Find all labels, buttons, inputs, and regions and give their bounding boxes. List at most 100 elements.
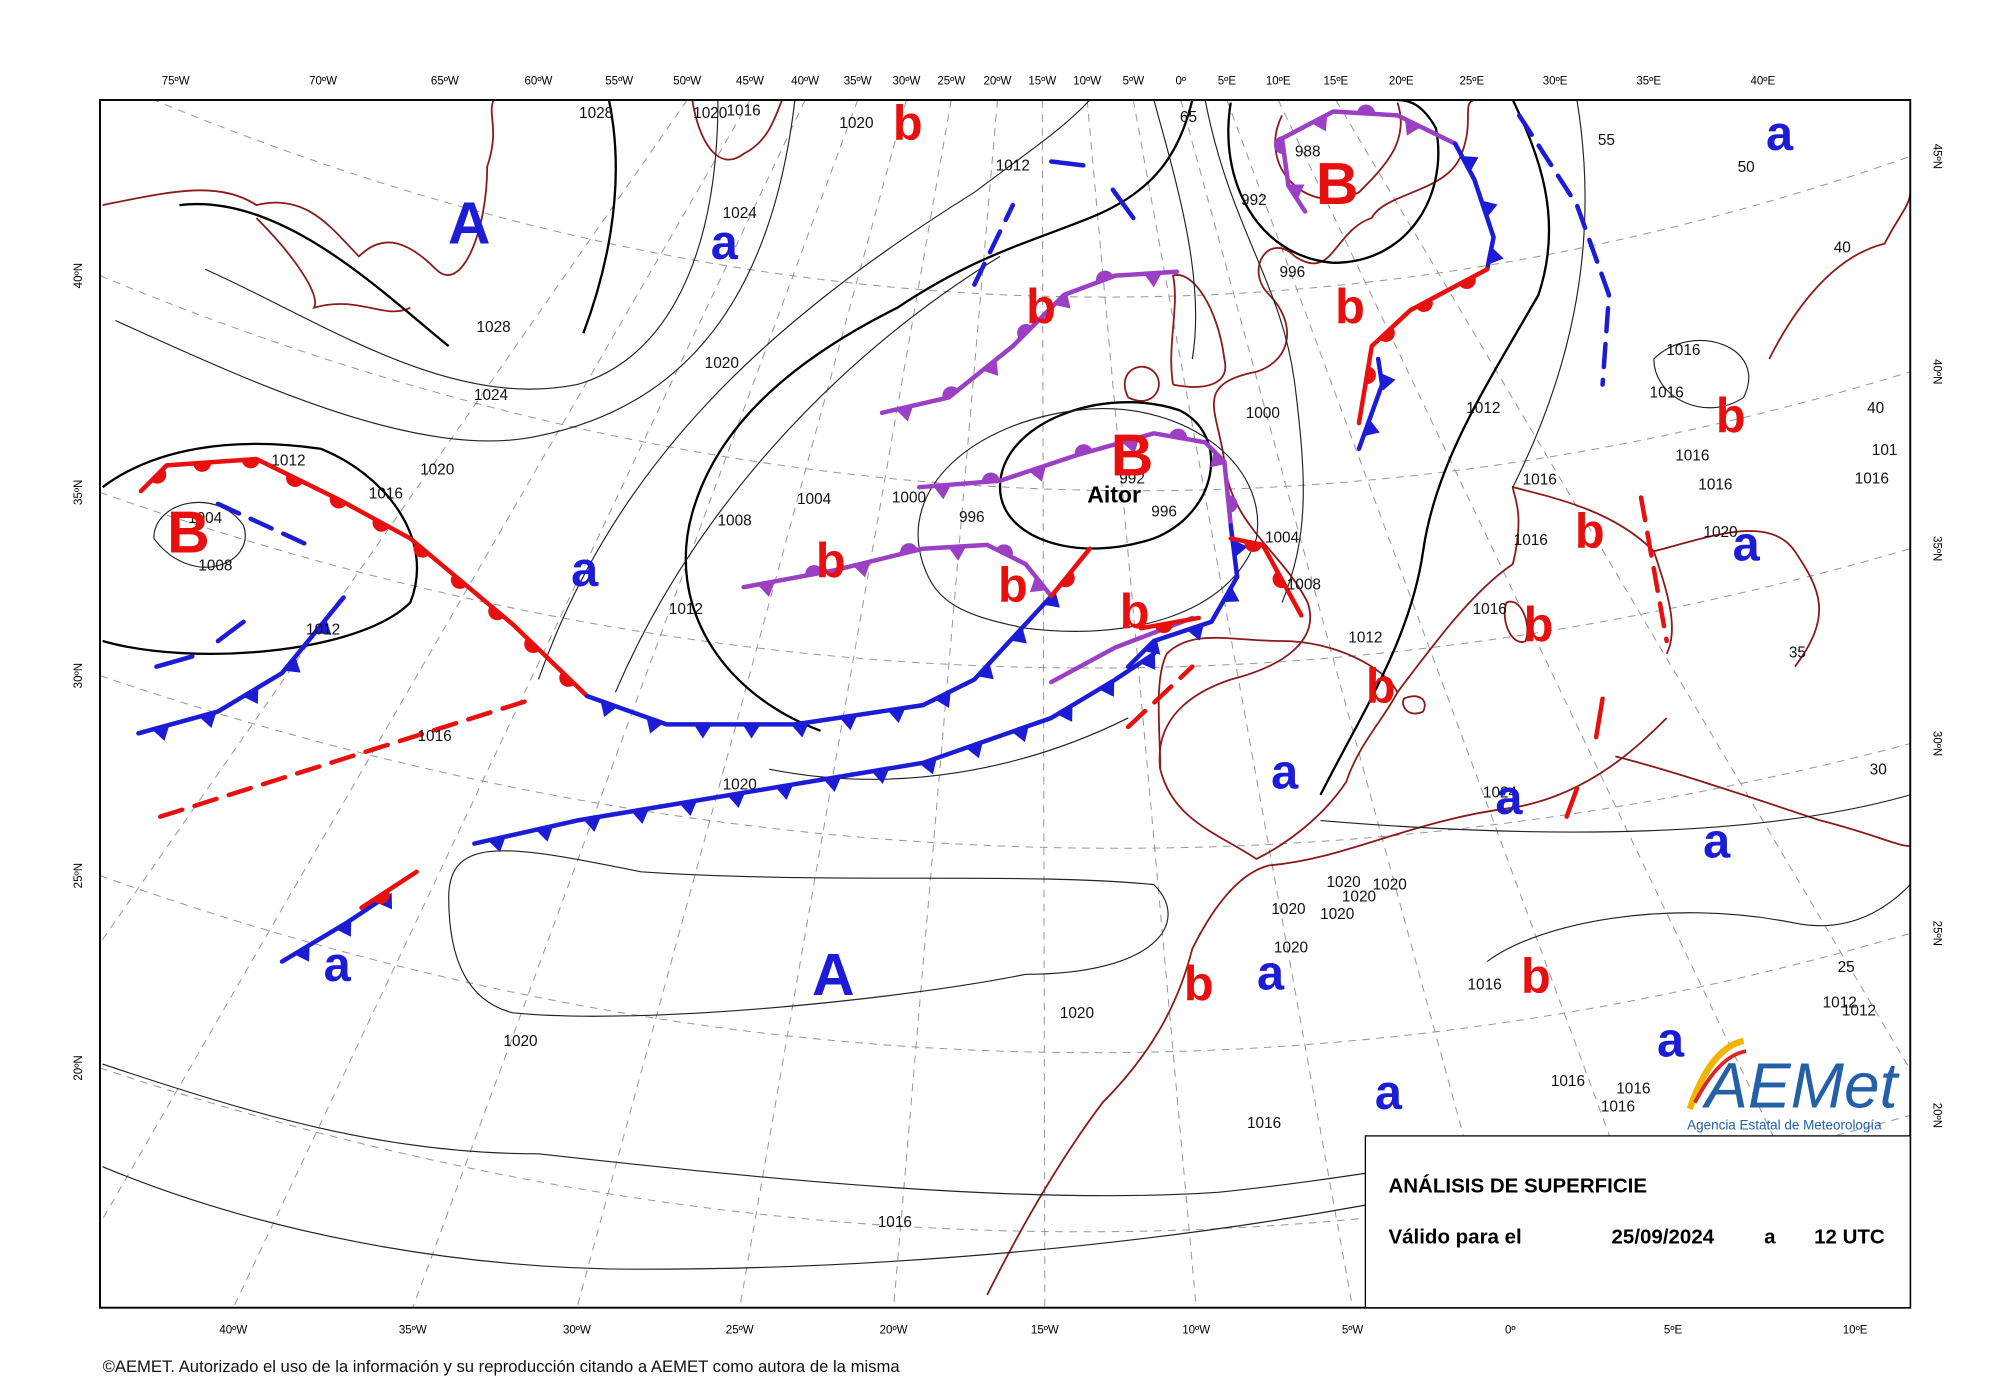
front-line xyxy=(1125,664,1195,730)
front-symbol xyxy=(1029,576,1047,593)
isobar xyxy=(614,255,1001,693)
front-symbol xyxy=(1232,539,1248,558)
longitude-label: 35ºE xyxy=(1636,76,1661,88)
front-symbol xyxy=(948,546,967,561)
isobar-label: 101 xyxy=(1872,442,1898,459)
front-line xyxy=(972,202,1016,287)
front-line xyxy=(279,895,387,964)
front-symbol xyxy=(646,717,664,734)
front-symbol xyxy=(1363,419,1380,437)
isobar-label: 1020 xyxy=(1703,524,1737,541)
front-line xyxy=(1516,113,1612,387)
parallel xyxy=(100,875,1911,1054)
pressure-center: b xyxy=(893,97,923,151)
coastline xyxy=(255,217,411,313)
pressure-center: a xyxy=(1375,1066,1403,1120)
valid-at: a xyxy=(1764,1226,1776,1249)
isobar-label: 25 xyxy=(1838,959,1855,976)
front-symbol xyxy=(871,768,890,784)
pressure-center: a xyxy=(1271,745,1299,799)
isobar-label: 1016 xyxy=(1616,1081,1650,1098)
longitude-label: 15ºW xyxy=(1031,1324,1059,1336)
isobar-label: 30 xyxy=(1870,761,1887,778)
front-line xyxy=(879,269,1180,416)
pressure-center: B xyxy=(1111,424,1154,489)
isobar xyxy=(1204,100,1304,603)
latitude-label: 25ºN xyxy=(1930,921,1942,946)
longitude-label: 75ºW xyxy=(162,76,190,88)
isobar xyxy=(204,100,719,390)
pressure-center: A xyxy=(812,943,855,1008)
pressure-center: a xyxy=(1495,771,1523,825)
front-symbol xyxy=(823,776,842,792)
latitude-label: 40ºN xyxy=(1930,359,1942,384)
isobar-label: 35 xyxy=(1789,645,1806,662)
front-symbol xyxy=(934,691,951,708)
isobar xyxy=(1153,100,1197,360)
pressure-center: A xyxy=(448,192,491,257)
isobar-label: 1000 xyxy=(892,490,926,507)
info-title: ANÁLISIS DE SUPERFICIE xyxy=(1388,1174,1647,1197)
front-line xyxy=(1138,615,1201,631)
meridian xyxy=(1041,100,1046,1308)
front-line xyxy=(584,593,1054,727)
meridian xyxy=(1277,100,1856,1308)
isobar xyxy=(1320,794,1911,833)
front-symbol xyxy=(1357,104,1376,115)
front-symbol xyxy=(981,472,1000,483)
coastline xyxy=(691,100,783,161)
isobar xyxy=(101,442,419,655)
pressure-center: a xyxy=(324,938,352,992)
front-symbol xyxy=(853,561,871,578)
longitude-label: 35ºW xyxy=(399,1324,427,1336)
coastline xyxy=(1157,636,1399,861)
latitude-label: 30ºN xyxy=(73,663,85,688)
isobar-label: 1012 xyxy=(1823,995,1857,1012)
isobar-label: 1016 xyxy=(1523,472,1557,489)
meridian xyxy=(412,100,859,1308)
latitude-label: 30ºN xyxy=(1930,731,1942,756)
front-symbol xyxy=(1244,541,1263,552)
isobar-label: 1020 xyxy=(1060,1005,1094,1022)
isobar-label: 1012 xyxy=(271,452,305,469)
front-symbol xyxy=(373,890,390,905)
longitude-label: 30ºW xyxy=(563,1324,591,1336)
isobar-label: 1012 xyxy=(306,622,340,639)
isobar-label: 55 xyxy=(1598,132,1615,149)
isobar-label: 996 xyxy=(959,509,985,526)
front-symbol xyxy=(631,808,650,824)
valid-time: 12 UTC xyxy=(1814,1226,1885,1249)
latitude-label: 45ºN xyxy=(1930,144,1942,169)
isobar-label: 1020 xyxy=(705,355,739,372)
logo-swoosh xyxy=(1686,1037,1745,1111)
longitude-label: 40ºW xyxy=(791,76,819,88)
isobar-label: 1020 xyxy=(1326,874,1360,891)
front-symbol xyxy=(1186,624,1204,641)
isobar-label: 1016 xyxy=(1468,977,1502,994)
pressure-center: b xyxy=(1120,585,1150,639)
longitude-label: 30ºE xyxy=(1543,76,1568,88)
front-line xyxy=(138,456,590,699)
info-box-frame xyxy=(1364,1135,1911,1309)
front-symbol xyxy=(1043,591,1060,608)
isobar-label: 1004 xyxy=(797,491,832,508)
latitude-label: 20ºN xyxy=(73,1055,85,1080)
isobar xyxy=(582,100,617,334)
meridian xyxy=(1226,100,1674,1308)
isobar-label: 1012 xyxy=(1466,400,1500,417)
front-symbol xyxy=(329,495,347,509)
isobar xyxy=(1512,100,1586,488)
front-symbol xyxy=(1481,200,1498,218)
pressure-center: B xyxy=(1316,152,1359,217)
front-symbol xyxy=(488,836,506,853)
longitude-label: 25ºW xyxy=(937,76,965,88)
isobar-label: 1016 xyxy=(1551,1073,1585,1090)
front-symbol xyxy=(1011,725,1029,743)
front-symbol xyxy=(286,474,304,487)
longitude-label: 5ºW xyxy=(1123,76,1145,88)
isobar xyxy=(448,850,1169,1017)
front-symbol xyxy=(1311,114,1328,132)
isobar xyxy=(1653,339,1750,409)
longitude-label: 5ºE xyxy=(1664,1324,1683,1336)
